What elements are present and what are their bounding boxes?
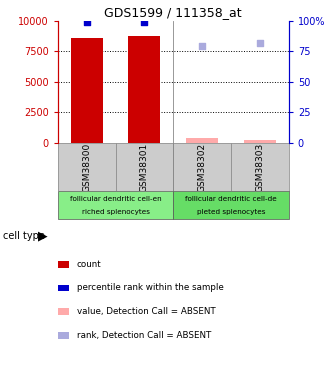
Text: count: count: [77, 260, 102, 269]
Text: cell type: cell type: [3, 231, 45, 241]
Title: GDS1599 / 111358_at: GDS1599 / 111358_at: [104, 6, 242, 20]
Text: follicular dendritic cell-de: follicular dendritic cell-de: [185, 196, 277, 202]
Bar: [173, 192, 289, 219]
Bar: [186, 138, 218, 142]
Text: percentile rank within the sample: percentile rank within the sample: [77, 284, 224, 292]
Text: ▶: ▶: [38, 230, 48, 243]
Point: [199, 43, 205, 49]
Text: pleted splenocytes: pleted splenocytes: [197, 209, 265, 214]
Text: riched splenocytes: riched splenocytes: [82, 209, 149, 214]
Point: [84, 19, 89, 25]
Bar: [115, 142, 173, 192]
Point: [257, 40, 263, 46]
Text: GSM38301: GSM38301: [140, 142, 149, 192]
Text: GSM38303: GSM38303: [255, 142, 264, 192]
Bar: [173, 142, 231, 192]
Point: [142, 19, 147, 25]
Bar: [128, 36, 160, 142]
Bar: [58, 142, 115, 192]
Bar: [244, 140, 276, 142]
Bar: [231, 142, 289, 192]
Text: follicular dendritic cell-en: follicular dendritic cell-en: [70, 196, 161, 202]
Text: rank, Detection Call = ABSENT: rank, Detection Call = ABSENT: [77, 331, 211, 340]
Bar: [58, 192, 173, 219]
Text: GSM38302: GSM38302: [198, 142, 207, 192]
Text: GSM38300: GSM38300: [82, 142, 91, 192]
Text: value, Detection Call = ABSENT: value, Detection Call = ABSENT: [77, 307, 215, 316]
Bar: [71, 38, 103, 142]
